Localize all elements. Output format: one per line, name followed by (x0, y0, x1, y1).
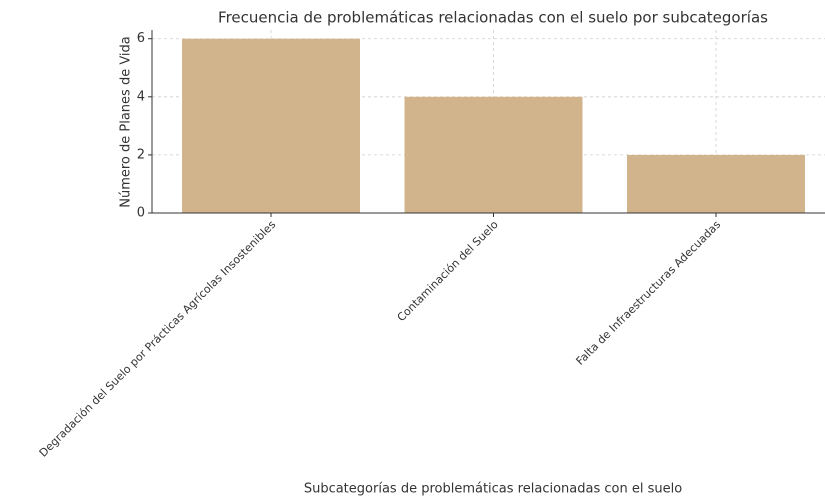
y-axis-label: Número de Planes de Vida (119, 36, 134, 208)
x-tick-label: Contaminación del Suelo (395, 218, 501, 324)
y-tick-label: 4 (137, 89, 145, 104)
y-tick-label: 6 (137, 31, 145, 46)
bar (404, 96, 583, 213)
x-tick-label: Falta de Infraestructuras Adecuadas (574, 218, 724, 368)
chart-title: Frecuencia de problemáticas relacionadas… (218, 9, 768, 27)
bar (626, 154, 805, 213)
x-axis-label: Subcategorías de problemáticas relaciona… (304, 482, 682, 497)
x-tick-label: Degradación del Suelo por Prácticas Agrí… (37, 218, 279, 460)
y-tick-label: 2 (137, 147, 145, 162)
bar (182, 38, 361, 213)
y-tick-label: 0 (137, 206, 145, 221)
